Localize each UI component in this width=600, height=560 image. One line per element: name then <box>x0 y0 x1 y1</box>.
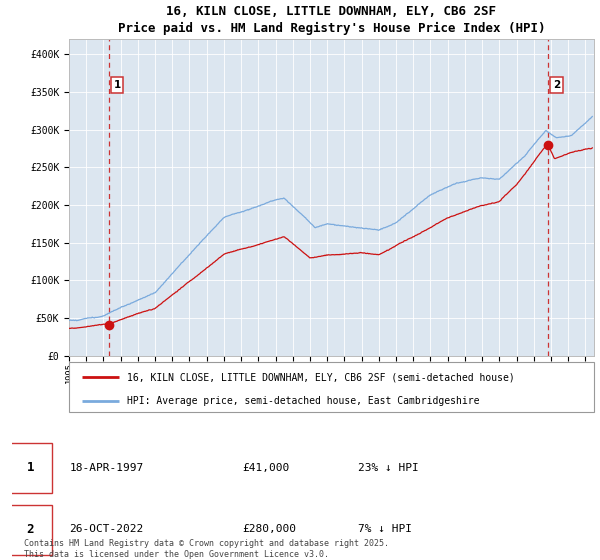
Text: 23% ↓ HPI: 23% ↓ HPI <box>358 463 418 473</box>
Text: 18-APR-1997: 18-APR-1997 <box>70 463 144 473</box>
Text: 26-OCT-2022: 26-OCT-2022 <box>70 524 144 534</box>
Text: 2: 2 <box>553 80 560 90</box>
Title: 16, KILN CLOSE, LITTLE DOWNHAM, ELY, CB6 2SF
Price paid vs. HM Land Registry's H: 16, KILN CLOSE, LITTLE DOWNHAM, ELY, CB6… <box>118 5 545 35</box>
Text: 7% ↓ HPI: 7% ↓ HPI <box>358 524 412 534</box>
Text: £41,000: £41,000 <box>242 463 290 473</box>
FancyBboxPatch shape <box>9 505 52 555</box>
Text: HPI: Average price, semi-detached house, East Cambridgeshire: HPI: Average price, semi-detached house,… <box>127 396 479 406</box>
Text: 1: 1 <box>113 80 121 90</box>
Text: £280,000: £280,000 <box>242 524 296 534</box>
FancyBboxPatch shape <box>69 362 594 412</box>
Text: 1: 1 <box>26 461 34 474</box>
Text: 2: 2 <box>26 522 34 536</box>
Text: 16, KILN CLOSE, LITTLE DOWNHAM, ELY, CB6 2SF (semi-detached house): 16, KILN CLOSE, LITTLE DOWNHAM, ELY, CB6… <box>127 372 515 382</box>
FancyBboxPatch shape <box>9 443 52 493</box>
Text: Contains HM Land Registry data © Crown copyright and database right 2025.
This d: Contains HM Land Registry data © Crown c… <box>24 539 389 559</box>
